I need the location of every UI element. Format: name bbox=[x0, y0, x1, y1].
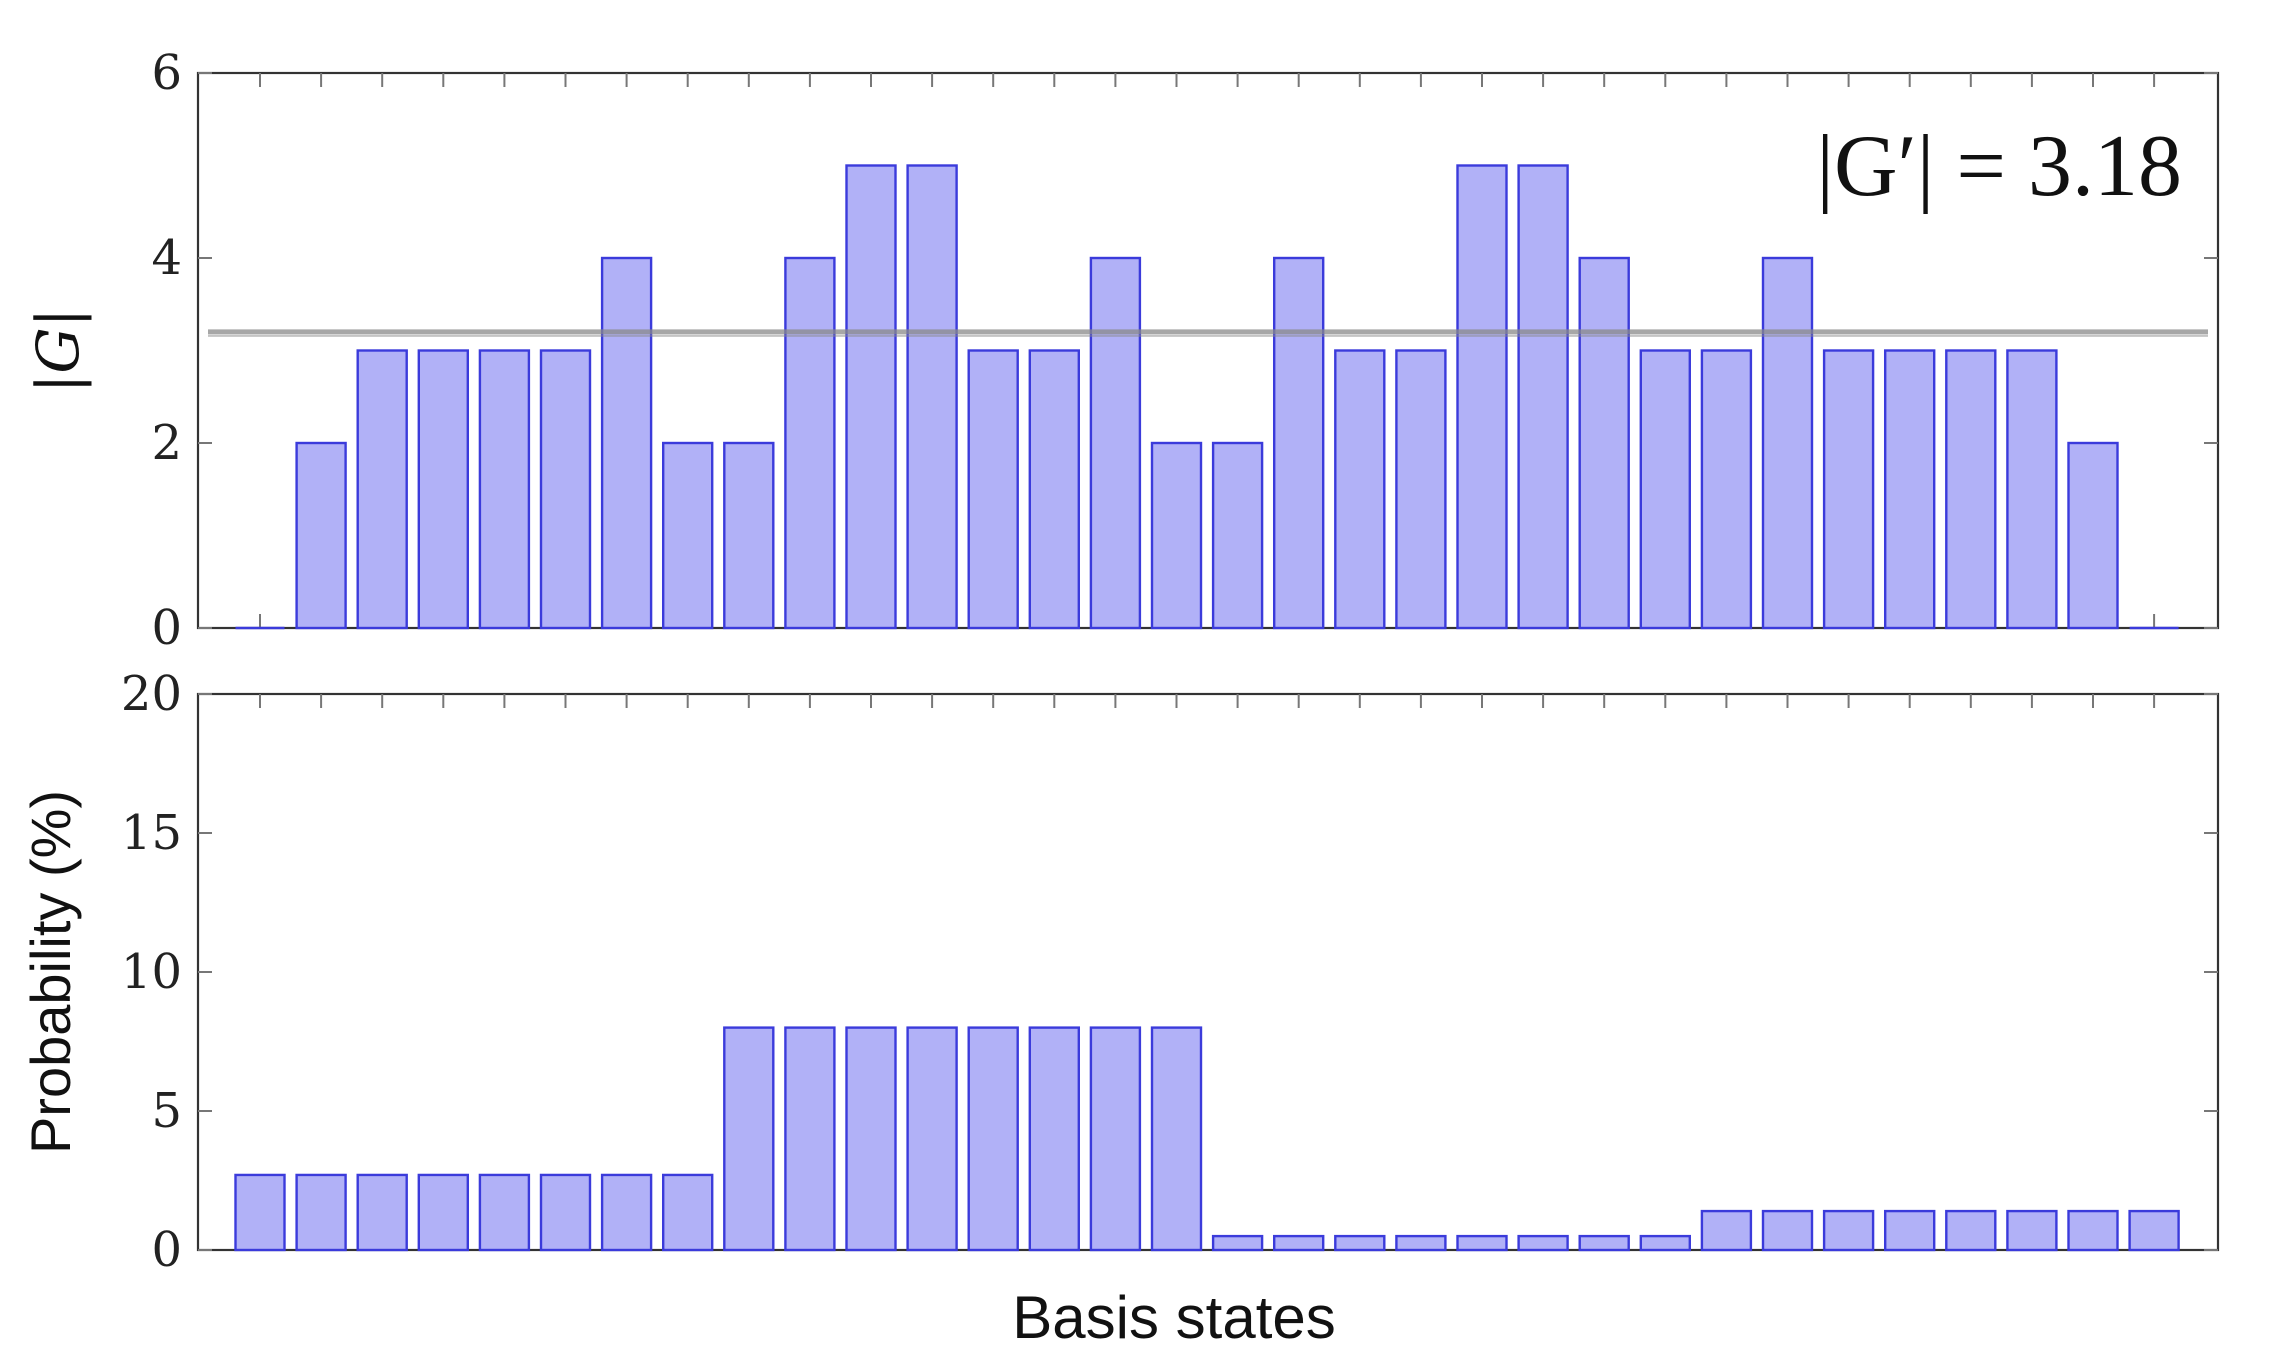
bottom-panel: 0 5 10 15 20 Probability (%) Basis states bbox=[19, 666, 2220, 1351]
bar bbox=[1945, 349, 1997, 630]
bar bbox=[1883, 1209, 1936, 1252]
y-tick-label: 2 bbox=[151, 415, 182, 471]
y-tick-label: 6 bbox=[151, 45, 182, 101]
bar bbox=[1517, 1234, 1569, 1252]
y-tick-label: 4 bbox=[151, 230, 182, 286]
bar bbox=[600, 1173, 653, 1252]
bar bbox=[295, 1173, 347, 1252]
y-tick-label: 15 bbox=[121, 805, 182, 861]
average-annotation: |G′| = 3.18 bbox=[1816, 118, 2182, 215]
bar bbox=[662, 441, 714, 630]
y-tick-label: 5 bbox=[151, 1083, 182, 1139]
bar bbox=[417, 349, 469, 630]
bar bbox=[1028, 1026, 1081, 1252]
bar bbox=[1578, 1234, 1630, 1252]
bar bbox=[2128, 1209, 2180, 1252]
y-tick-label: 10 bbox=[121, 944, 182, 1000]
bar bbox=[1028, 349, 1081, 630]
y-tick-label: 0 bbox=[151, 600, 182, 656]
bar bbox=[1211, 441, 1264, 630]
bar bbox=[2006, 1209, 2058, 1252]
bar bbox=[1456, 1234, 1508, 1252]
bar bbox=[1700, 349, 1753, 630]
bar bbox=[967, 349, 1019, 630]
bar bbox=[845, 164, 897, 630]
bar bbox=[1578, 256, 1630, 630]
bar bbox=[1150, 441, 1203, 630]
plot-frame bbox=[196, 692, 2220, 1252]
bar bbox=[784, 1026, 836, 1252]
bar bbox=[1395, 1234, 1447, 1252]
plot-frame bbox=[196, 71, 2220, 630]
bar bbox=[417, 1173, 469, 1252]
bar bbox=[295, 441, 347, 630]
bar bbox=[2067, 441, 2119, 630]
y-axis-label: Probability (%) bbox=[19, 790, 82, 1154]
bar bbox=[1761, 1209, 1814, 1252]
bar bbox=[478, 1173, 531, 1252]
bar bbox=[2067, 1209, 2119, 1252]
bar bbox=[1639, 349, 1692, 630]
y-tick-label: 0 bbox=[151, 1222, 182, 1278]
y-tick-label: 20 bbox=[121, 666, 182, 722]
bar bbox=[1150, 1026, 1203, 1252]
bar bbox=[1883, 349, 1936, 630]
bar bbox=[1089, 256, 1142, 630]
bar bbox=[1211, 1234, 1264, 1252]
bar bbox=[539, 1173, 592, 1252]
bar bbox=[1272, 1234, 1325, 1252]
bar bbox=[478, 349, 531, 630]
y-axis-label: |G| bbox=[24, 308, 92, 393]
bar bbox=[1089, 1026, 1142, 1252]
bar bbox=[1639, 1234, 1692, 1252]
bar bbox=[723, 1026, 775, 1252]
bar bbox=[662, 1173, 714, 1252]
bar bbox=[1822, 1209, 1875, 1252]
bar bbox=[1272, 256, 1325, 630]
bar bbox=[1334, 1234, 1386, 1252]
bar bbox=[723, 441, 775, 630]
bar bbox=[906, 164, 958, 630]
bar bbox=[2006, 349, 2058, 630]
bar bbox=[1395, 349, 1447, 630]
bar bbox=[1945, 1209, 1997, 1252]
bar bbox=[356, 1173, 408, 1252]
bar bbox=[845, 1026, 897, 1252]
bar bbox=[356, 349, 408, 630]
bar bbox=[906, 1026, 958, 1252]
top-panel: 0 2 4 6 |G′| = 3.18 |G| bbox=[24, 45, 2220, 656]
bar bbox=[1456, 164, 1508, 630]
bar bbox=[1334, 349, 1386, 630]
bar bbox=[1822, 349, 1875, 630]
bar bbox=[1517, 164, 1569, 630]
bar bbox=[1700, 1209, 1753, 1252]
x-axis-label: Basis states bbox=[1012, 1284, 1335, 1351]
bar bbox=[784, 256, 836, 630]
bar bbox=[234, 1173, 286, 1252]
bar bbox=[600, 256, 653, 630]
bar bbox=[539, 349, 592, 630]
bar bbox=[967, 1026, 1019, 1252]
bar bbox=[1761, 256, 1814, 630]
